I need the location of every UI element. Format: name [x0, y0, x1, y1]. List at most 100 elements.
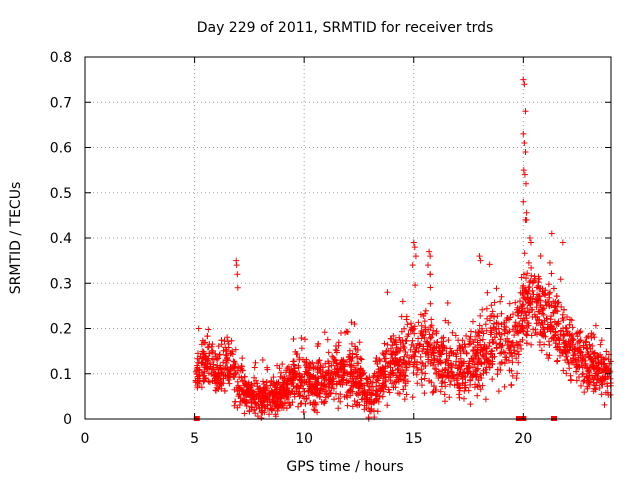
data-point	[350, 370, 357, 377]
data-point	[253, 391, 259, 398]
data-point	[509, 372, 516, 379]
data-point-spike	[399, 298, 406, 305]
data-point	[511, 332, 518, 339]
data-point	[563, 341, 570, 348]
data-point	[438, 342, 445, 348]
data-point	[420, 345, 427, 352]
data-point-spike	[526, 235, 533, 241]
data-point	[496, 329, 503, 336]
data-point	[386, 389, 393, 396]
data-point	[436, 347, 443, 354]
data-point	[402, 382, 409, 389]
data-point	[562, 357, 569, 364]
data-point	[336, 378, 343, 385]
data-point	[482, 396, 489, 403]
data-point	[489, 347, 496, 354]
data-point	[409, 394, 416, 401]
data-point	[352, 343, 358, 350]
data-point	[201, 368, 208, 375]
data-point	[503, 317, 510, 324]
data-point	[538, 347, 545, 354]
data-point	[300, 409, 307, 415]
data-point	[365, 405, 372, 412]
data-point	[472, 336, 479, 343]
data-point	[410, 325, 417, 332]
data-point	[280, 387, 287, 394]
data-point	[544, 324, 551, 331]
data-point	[446, 352, 453, 359]
data-point	[477, 341, 483, 348]
data-point	[241, 373, 248, 380]
data-point	[302, 336, 308, 343]
data-point	[515, 359, 522, 366]
data-point	[195, 350, 201, 357]
data-point	[585, 351, 592, 357]
data-point	[317, 364, 324, 371]
data-point	[384, 402, 391, 409]
data-point	[325, 349, 332, 356]
data-point	[572, 345, 579, 352]
data-point	[498, 310, 505, 317]
data-point	[232, 346, 239, 353]
data-point	[348, 340, 355, 347]
data-point	[259, 392, 266, 399]
data-point	[558, 303, 565, 310]
data-point	[355, 392, 362, 399]
data-point	[580, 378, 587, 385]
data-point	[474, 383, 481, 390]
data-point-spike	[477, 257, 484, 264]
data-point	[422, 324, 429, 331]
data-point	[547, 328, 554, 335]
data-point	[566, 321, 573, 328]
data-point	[576, 374, 582, 380]
data-point	[381, 368, 388, 375]
data-point	[595, 353, 602, 360]
data-point	[422, 362, 429, 369]
data-point	[452, 332, 459, 339]
data-point	[212, 370, 219, 377]
data-point	[486, 339, 493, 346]
data-point-spike	[425, 262, 431, 269]
data-point	[361, 395, 368, 402]
data-point	[497, 336, 504, 343]
data-point	[278, 369, 284, 376]
data-point	[573, 362, 580, 369]
data-point	[465, 369, 472, 376]
data-point	[288, 388, 295, 395]
data-point	[232, 369, 239, 376]
data-point	[421, 390, 428, 397]
data-point	[451, 375, 458, 382]
data-point	[535, 279, 542, 286]
data-point	[359, 371, 366, 378]
data-point	[352, 366, 358, 373]
data-point	[356, 380, 363, 387]
data-point	[524, 319, 531, 326]
data-point	[435, 368, 442, 375]
data-point	[264, 394, 271, 401]
data-point	[556, 337, 563, 344]
data-point	[239, 355, 246, 362]
data-point	[519, 325, 526, 332]
data-point	[386, 360, 393, 367]
x-tick-label: 5	[190, 431, 199, 447]
data-point	[525, 322, 532, 329]
data-point	[574, 333, 581, 340]
data-point	[326, 387, 333, 394]
y-tick-label: 0.5	[50, 186, 72, 202]
data-point	[512, 299, 519, 306]
data-point	[518, 345, 525, 352]
data-point	[567, 377, 574, 384]
data-point	[542, 292, 549, 299]
data-point	[397, 339, 404, 346]
data-point	[385, 386, 392, 393]
data-point	[515, 351, 522, 358]
data-point	[497, 367, 504, 373]
data-point	[427, 324, 434, 330]
data-point	[517, 315, 524, 322]
data-point	[481, 359, 488, 366]
data-point	[227, 350, 234, 357]
data-point	[201, 354, 208, 361]
data-point	[490, 313, 497, 320]
data-point	[465, 387, 472, 394]
data-point	[530, 291, 537, 298]
